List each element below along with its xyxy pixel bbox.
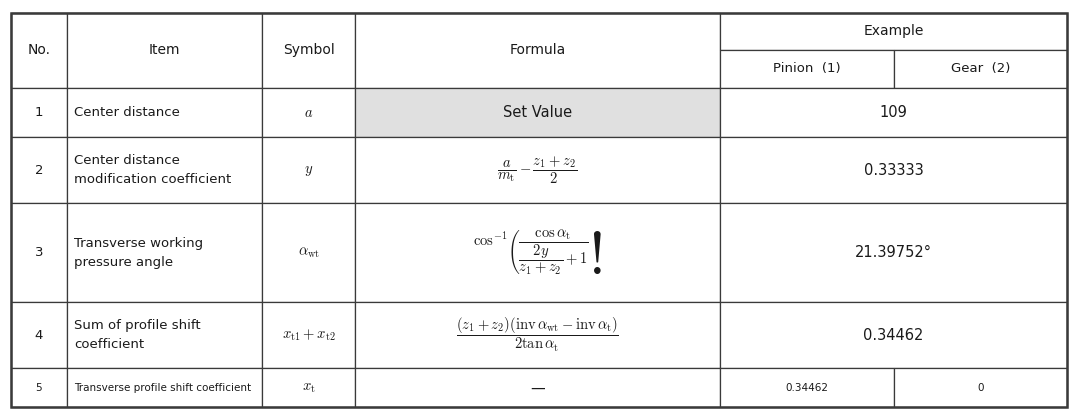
- Bar: [262, 203, 355, 302]
- Bar: [355, 13, 720, 88]
- Bar: [11, 88, 67, 137]
- Text: Transverse working
pressure angle: Transverse working pressure angle: [74, 237, 204, 269]
- Text: $a$: $a$: [304, 105, 314, 120]
- Bar: [67, 13, 262, 88]
- Text: 0: 0: [978, 383, 984, 393]
- Text: 109: 109: [880, 105, 908, 120]
- Bar: [11, 203, 67, 302]
- Bar: [11, 302, 67, 368]
- Bar: [262, 368, 355, 407]
- Bar: [720, 88, 1067, 137]
- Bar: [894, 50, 1067, 88]
- Text: $\dfrac{a}{m_{\mathrm{t}}} - \dfrac{z_1+z_2}{2}$: $\dfrac{a}{m_{\mathrm{t}}} - \dfrac{z_1+…: [497, 155, 578, 186]
- Bar: [11, 368, 67, 407]
- Text: Pinion  (1): Pinion (1): [773, 62, 841, 75]
- Text: 0.33333: 0.33333: [863, 163, 924, 178]
- Bar: [262, 137, 355, 203]
- Text: 21.39752°: 21.39752°: [855, 245, 932, 260]
- Text: 0.34462: 0.34462: [863, 328, 924, 343]
- Text: $y$: $y$: [304, 163, 314, 178]
- Bar: [67, 302, 262, 368]
- Text: Sum of profile shift
coefficient: Sum of profile shift coefficient: [74, 319, 201, 351]
- Bar: [67, 203, 262, 302]
- Bar: [720, 137, 1067, 203]
- Text: —: —: [530, 381, 544, 395]
- Text: Set Value: Set Value: [502, 105, 572, 120]
- Text: No.: No.: [27, 43, 51, 57]
- Text: 5: 5: [36, 383, 42, 393]
- Bar: [355, 13, 720, 88]
- Bar: [11, 13, 67, 88]
- Text: 1: 1: [34, 106, 43, 119]
- Bar: [720, 368, 894, 407]
- Text: 4: 4: [34, 329, 43, 342]
- Text: Item: Item: [149, 43, 180, 57]
- Text: $\cos^{-1}\!\left(\dfrac{\cos\alpha_{\mathrm{t}}}{\dfrac{2y}{z_1+z_2}+1}\right)$: $\cos^{-1}\!\left(\dfrac{\cos\alpha_{\ma…: [473, 228, 602, 277]
- Text: $x_{\mathrm{t1}}+x_{\mathrm{t2}}$: $x_{\mathrm{t1}}+x_{\mathrm{t2}}$: [281, 328, 335, 343]
- Bar: [894, 368, 1067, 407]
- Text: 3: 3: [34, 246, 43, 259]
- Bar: [720, 302, 1067, 368]
- Text: Example: Example: [863, 24, 924, 38]
- Bar: [262, 13, 355, 88]
- Bar: [720, 203, 1067, 302]
- Bar: [67, 137, 262, 203]
- Text: 0.34462: 0.34462: [785, 383, 828, 393]
- Bar: [262, 88, 355, 137]
- Text: Center distance: Center distance: [74, 106, 180, 119]
- Text: Transverse profile shift coefficient: Transverse profile shift coefficient: [74, 383, 251, 393]
- Bar: [67, 88, 262, 137]
- Bar: [355, 203, 720, 302]
- Bar: [355, 137, 720, 203]
- Bar: [355, 302, 720, 368]
- Bar: [67, 13, 262, 88]
- Bar: [67, 368, 262, 407]
- Bar: [262, 13, 355, 88]
- Bar: [11, 13, 67, 88]
- Bar: [262, 302, 355, 368]
- Bar: [720, 50, 894, 88]
- Bar: [355, 88, 720, 137]
- Text: $\alpha_{\mathrm{wt}}$: $\alpha_{\mathrm{wt}}$: [298, 245, 320, 260]
- Bar: [355, 368, 720, 407]
- Text: Symbol: Symbol: [282, 43, 334, 57]
- Text: Gear  (2): Gear (2): [951, 62, 1010, 75]
- Bar: [11, 137, 67, 203]
- Bar: [720, 13, 1067, 50]
- Text: $x_{\mathrm{t}}$: $x_{\mathrm{t}}$: [302, 381, 316, 395]
- Text: Formula: Formula: [509, 43, 566, 57]
- Text: Center distance
modification coefficient: Center distance modification coefficient: [74, 154, 232, 186]
- Text: 2: 2: [34, 164, 43, 177]
- Text: $\dfrac{(z_1+z_2)(\mathrm{inv}\,\alpha_{\mathrm{wt}}-\mathrm{inv}\,\alpha_{\math: $\dfrac{(z_1+z_2)(\mathrm{inv}\,\alpha_{…: [456, 316, 619, 354]
